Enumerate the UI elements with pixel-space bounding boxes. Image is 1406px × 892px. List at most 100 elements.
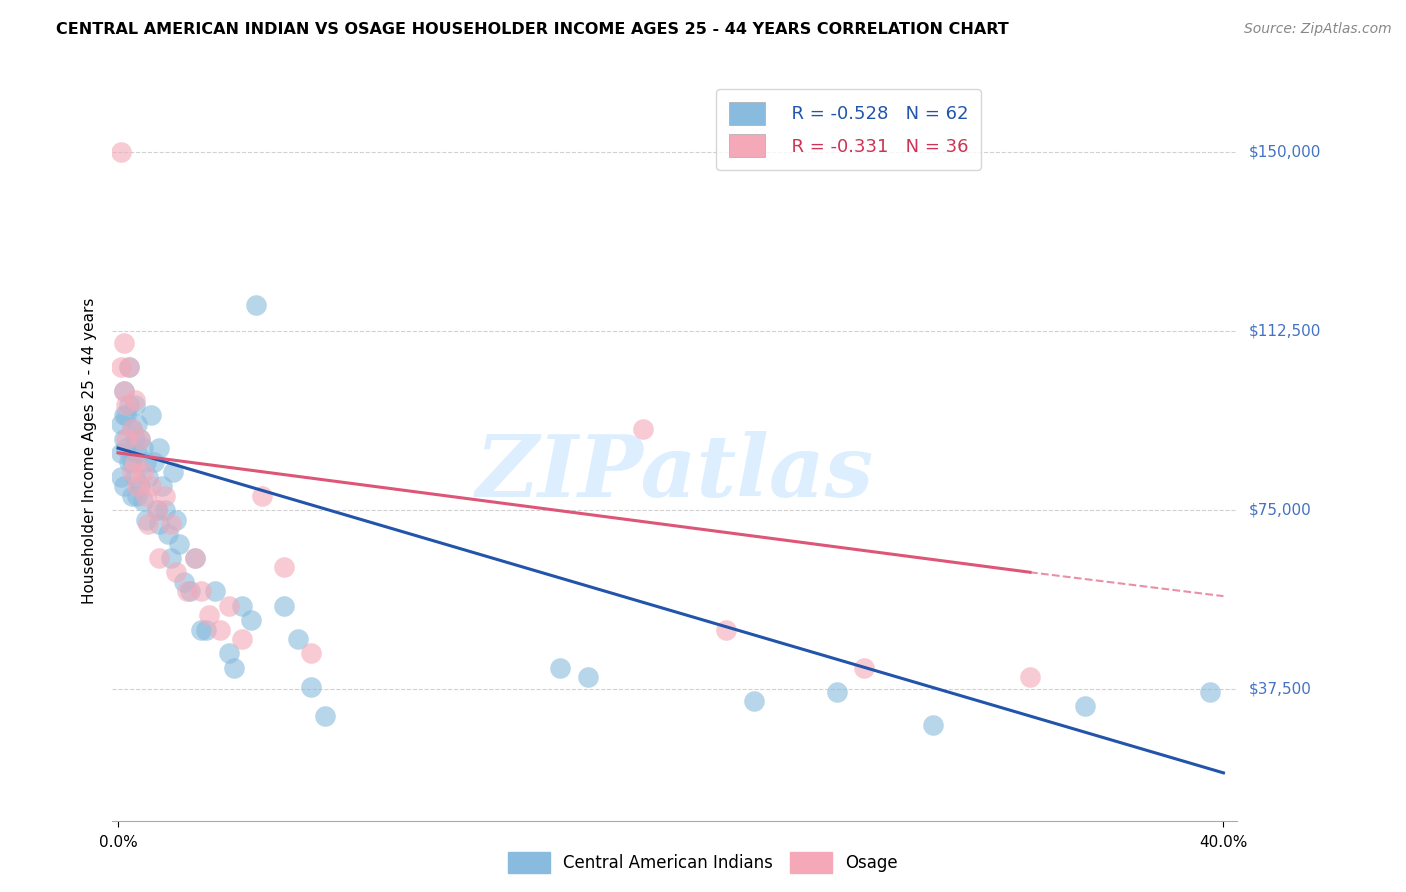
Text: Source: ZipAtlas.com: Source: ZipAtlas.com: [1244, 22, 1392, 37]
Point: [129, 432, 152, 446]
Point: [167, 536, 190, 550]
Point: [179, 584, 201, 599]
Text: $37,500: $37,500: [1249, 681, 1312, 697]
Point: [127, 446, 149, 460]
Text: ZIPatlas: ZIPatlas: [475, 431, 875, 515]
Point: [118, 359, 141, 374]
Point: [148, 517, 170, 532]
Point: [110, 359, 132, 374]
Point: [112, 408, 135, 422]
Point: [273, 560, 295, 574]
Point: [121, 422, 143, 436]
Point: [273, 599, 295, 613]
Point: [121, 422, 143, 436]
Legend: Central American Indians, Osage: Central American Indians, Osage: [502, 846, 904, 880]
Point: [110, 469, 132, 483]
Point: [222, 661, 245, 675]
Text: $112,500: $112,500: [1249, 324, 1320, 339]
Point: [135, 455, 157, 469]
Point: [245, 298, 267, 312]
Point: [112, 432, 135, 446]
Point: [153, 489, 176, 503]
Point: [112, 384, 135, 398]
Point: [142, 455, 165, 469]
Point: [127, 489, 149, 503]
Point: [287, 632, 309, 647]
Point: [239, 613, 262, 627]
Point: [165, 513, 187, 527]
Point: [218, 647, 240, 661]
Y-axis label: Householder Income Ages 25 - 44 years: Householder Income Ages 25 - 44 years: [82, 297, 97, 604]
Point: [121, 489, 143, 503]
Point: [129, 479, 152, 493]
Text: CENTRAL AMERICAN INDIAN VS OSAGE HOUSEHOLDER INCOME AGES 25 - 44 YEARS CORRELATI: CENTRAL AMERICAN INDIAN VS OSAGE HOUSEHO…: [56, 22, 1010, 37]
Point: [714, 623, 737, 637]
Point: [124, 455, 146, 469]
Point: [153, 503, 176, 517]
Point: [159, 517, 181, 532]
Point: [853, 661, 876, 675]
Point: [631, 422, 654, 436]
Point: [231, 632, 253, 647]
Point: [112, 384, 135, 398]
Point: [124, 469, 146, 483]
Point: [198, 608, 221, 623]
Text: $75,000: $75,000: [1249, 503, 1312, 517]
Point: [135, 513, 157, 527]
Point: [110, 446, 132, 460]
Text: $150,000: $150,000: [1249, 145, 1320, 160]
Point: [112, 336, 135, 351]
Point: [112, 479, 135, 493]
Point: [184, 550, 207, 565]
Point: [195, 623, 218, 637]
Point: [548, 661, 571, 675]
Point: [314, 708, 336, 723]
Point: [141, 408, 163, 422]
Point: [209, 623, 232, 637]
Point: [115, 432, 138, 446]
Point: [176, 584, 198, 599]
Point: [148, 550, 170, 565]
Point: [118, 359, 141, 374]
Point: [231, 599, 253, 613]
Point: [250, 489, 273, 503]
Point: [127, 479, 149, 493]
Point: [110, 145, 132, 159]
Point: [1198, 684, 1220, 698]
Legend:   R = -0.528   N = 62,   R = -0.331   N = 36: R = -0.528 N = 62, R = -0.331 N = 36: [717, 89, 981, 170]
Point: [132, 441, 155, 455]
Point: [1074, 698, 1097, 713]
Point: [204, 584, 226, 599]
Point: [156, 527, 179, 541]
Point: [124, 432, 146, 446]
Point: [132, 493, 155, 508]
Point: [922, 718, 945, 732]
Point: [121, 465, 143, 479]
Point: [145, 503, 167, 517]
Point: [301, 647, 323, 661]
Point: [124, 398, 146, 412]
Point: [825, 684, 848, 698]
Point: [190, 623, 212, 637]
Point: [159, 550, 181, 565]
Point: [115, 398, 138, 412]
Point: [138, 469, 160, 483]
Point: [141, 479, 163, 493]
Point: [115, 441, 138, 455]
Point: [742, 694, 765, 708]
Point: [148, 441, 170, 455]
Point: [150, 479, 173, 493]
Point: [190, 584, 212, 599]
Point: [301, 680, 323, 694]
Point: [135, 489, 157, 503]
Point: [132, 465, 155, 479]
Point: [138, 517, 160, 532]
Point: [165, 566, 187, 580]
Point: [115, 408, 138, 422]
Point: [184, 550, 207, 565]
Point: [1019, 670, 1042, 684]
Point: [173, 574, 195, 589]
Point: [127, 417, 149, 432]
Point: [118, 455, 141, 469]
Point: [129, 432, 152, 446]
